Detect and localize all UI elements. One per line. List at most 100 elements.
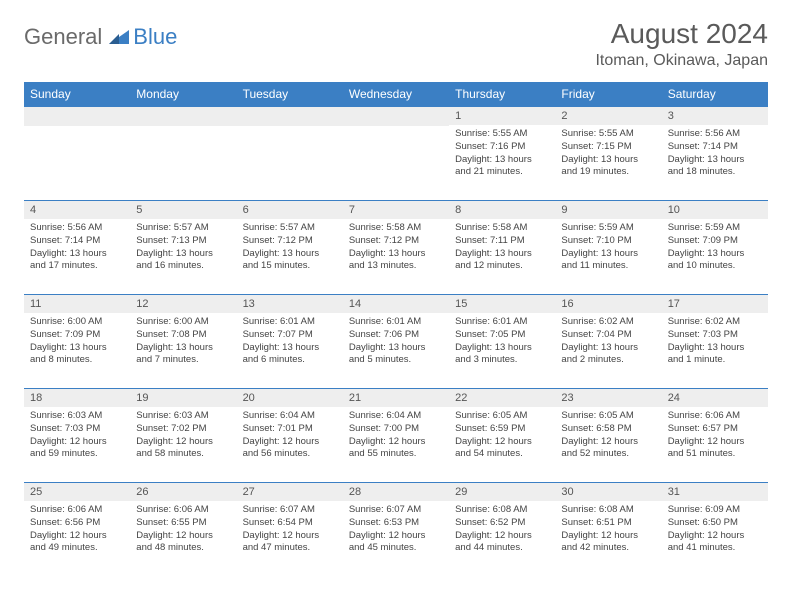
day-details: Sunrise: 5:57 AMSunset: 7:13 PMDaylight:…	[130, 219, 236, 277]
day-header-row: SundayMondayTuesdayWednesdayThursdayFrid…	[24, 82, 768, 107]
calendar-week-row: 18Sunrise: 6:03 AMSunset: 7:03 PMDayligh…	[24, 389, 768, 483]
day-number: 26	[130, 483, 236, 501]
day-details: Sunrise: 6:06 AMSunset: 6:56 PMDaylight:…	[24, 501, 130, 559]
calendar-day-cell: 17Sunrise: 6:02 AMSunset: 7:03 PMDayligh…	[662, 295, 768, 389]
day-number: 20	[237, 389, 343, 407]
day-details: Sunrise: 6:07 AMSunset: 6:54 PMDaylight:…	[237, 501, 343, 559]
day-number: 16	[555, 295, 661, 313]
day-details: Sunrise: 5:58 AMSunset: 7:12 PMDaylight:…	[343, 219, 449, 277]
day-header: Thursday	[449, 82, 555, 107]
day-details: Sunrise: 6:08 AMSunset: 6:51 PMDaylight:…	[555, 501, 661, 559]
day-details: Sunrise: 6:09 AMSunset: 6:50 PMDaylight:…	[662, 501, 768, 559]
day-number: 12	[130, 295, 236, 313]
calendar-day-cell: 6Sunrise: 5:57 AMSunset: 7:12 PMDaylight…	[237, 201, 343, 295]
day-number: 9	[555, 201, 661, 219]
calendar-day-cell: 22Sunrise: 6:05 AMSunset: 6:59 PMDayligh…	[449, 389, 555, 483]
day-details: Sunrise: 5:58 AMSunset: 7:11 PMDaylight:…	[449, 219, 555, 277]
calendar-day-cell: 7Sunrise: 5:58 AMSunset: 7:12 PMDaylight…	[343, 201, 449, 295]
calendar-day-cell: 28Sunrise: 6:07 AMSunset: 6:53 PMDayligh…	[343, 483, 449, 577]
calendar-day-cell: 29Sunrise: 6:08 AMSunset: 6:52 PMDayligh…	[449, 483, 555, 577]
calendar-day-cell: 25Sunrise: 6:06 AMSunset: 6:56 PMDayligh…	[24, 483, 130, 577]
day-number: 17	[662, 295, 768, 313]
calendar-day-cell: 20Sunrise: 6:04 AMSunset: 7:01 PMDayligh…	[237, 389, 343, 483]
calendar-week-row: 4Sunrise: 5:56 AMSunset: 7:14 PMDaylight…	[24, 201, 768, 295]
day-header: Tuesday	[237, 82, 343, 107]
location-text: Itoman, Okinawa, Japan	[595, 52, 768, 70]
day-number: 24	[662, 389, 768, 407]
calendar-day-cell: 30Sunrise: 6:08 AMSunset: 6:51 PMDayligh…	[555, 483, 661, 577]
day-details: Sunrise: 6:04 AMSunset: 7:01 PMDaylight:…	[237, 407, 343, 465]
day-details: Sunrise: 6:05 AMSunset: 6:58 PMDaylight:…	[555, 407, 661, 465]
calendar-day-cell: 9Sunrise: 5:59 AMSunset: 7:10 PMDaylight…	[555, 201, 661, 295]
empty-day-header	[24, 107, 130, 126]
calendar-day-cell: 16Sunrise: 6:02 AMSunset: 7:04 PMDayligh…	[555, 295, 661, 389]
day-number: 29	[449, 483, 555, 501]
day-number: 31	[662, 483, 768, 501]
day-details: Sunrise: 6:06 AMSunset: 6:57 PMDaylight:…	[662, 407, 768, 465]
calendar-week-row: 11Sunrise: 6:00 AMSunset: 7:09 PMDayligh…	[24, 295, 768, 389]
day-details: Sunrise: 6:01 AMSunset: 7:05 PMDaylight:…	[449, 313, 555, 371]
day-number: 2	[555, 107, 661, 125]
calendar-day-cell: 21Sunrise: 6:04 AMSunset: 7:00 PMDayligh…	[343, 389, 449, 483]
day-number: 14	[343, 295, 449, 313]
calendar-day-cell: 10Sunrise: 5:59 AMSunset: 7:09 PMDayligh…	[662, 201, 768, 295]
calendar-day-cell: 19Sunrise: 6:03 AMSunset: 7:02 PMDayligh…	[130, 389, 236, 483]
calendar-day-cell: 2Sunrise: 5:55 AMSunset: 7:15 PMDaylight…	[555, 107, 661, 201]
day-number: 6	[237, 201, 343, 219]
day-number: 7	[343, 201, 449, 219]
calendar-empty-cell	[237, 107, 343, 201]
day-number: 19	[130, 389, 236, 407]
calendar-day-cell: 5Sunrise: 5:57 AMSunset: 7:13 PMDaylight…	[130, 201, 236, 295]
day-number: 18	[24, 389, 130, 407]
day-number: 8	[449, 201, 555, 219]
day-number: 27	[237, 483, 343, 501]
day-details: Sunrise: 5:55 AMSunset: 7:15 PMDaylight:…	[555, 125, 661, 183]
day-number: 10	[662, 201, 768, 219]
day-details: Sunrise: 6:03 AMSunset: 7:03 PMDaylight:…	[24, 407, 130, 465]
day-details: Sunrise: 6:08 AMSunset: 6:52 PMDaylight:…	[449, 501, 555, 559]
calendar-week-row: 25Sunrise: 6:06 AMSunset: 6:56 PMDayligh…	[24, 483, 768, 577]
logo-text-blue: Blue	[133, 24, 177, 50]
logo-sail-icon	[107, 28, 131, 46]
day-details: Sunrise: 5:57 AMSunset: 7:12 PMDaylight:…	[237, 219, 343, 277]
day-number: 3	[662, 107, 768, 125]
calendar-empty-cell	[130, 107, 236, 201]
calendar-day-cell: 13Sunrise: 6:01 AMSunset: 7:07 PMDayligh…	[237, 295, 343, 389]
calendar-day-cell: 24Sunrise: 6:06 AMSunset: 6:57 PMDayligh…	[662, 389, 768, 483]
day-details: Sunrise: 6:05 AMSunset: 6:59 PMDaylight:…	[449, 407, 555, 465]
day-details: Sunrise: 6:02 AMSunset: 7:03 PMDaylight:…	[662, 313, 768, 371]
day-details: Sunrise: 6:07 AMSunset: 6:53 PMDaylight:…	[343, 501, 449, 559]
day-details: Sunrise: 6:00 AMSunset: 7:08 PMDaylight:…	[130, 313, 236, 371]
calendar-day-cell: 15Sunrise: 6:01 AMSunset: 7:05 PMDayligh…	[449, 295, 555, 389]
day-details: Sunrise: 5:56 AMSunset: 7:14 PMDaylight:…	[662, 125, 768, 183]
month-title: August 2024	[595, 18, 768, 50]
calendar-table: SundayMondayTuesdayWednesdayThursdayFrid…	[24, 82, 768, 577]
calendar-day-cell: 8Sunrise: 5:58 AMSunset: 7:11 PMDaylight…	[449, 201, 555, 295]
day-details: Sunrise: 6:00 AMSunset: 7:09 PMDaylight:…	[24, 313, 130, 371]
day-header: Friday	[555, 82, 661, 107]
day-details: Sunrise: 6:01 AMSunset: 7:07 PMDaylight:…	[237, 313, 343, 371]
calendar-day-cell: 11Sunrise: 6:00 AMSunset: 7:09 PMDayligh…	[24, 295, 130, 389]
calendar-empty-cell	[343, 107, 449, 201]
day-details: Sunrise: 6:02 AMSunset: 7:04 PMDaylight:…	[555, 313, 661, 371]
day-header: Monday	[130, 82, 236, 107]
day-header: Saturday	[662, 82, 768, 107]
day-number: 1	[449, 107, 555, 125]
day-number: 21	[343, 389, 449, 407]
day-header: Sunday	[24, 82, 130, 107]
day-details: Sunrise: 6:04 AMSunset: 7:00 PMDaylight:…	[343, 407, 449, 465]
day-number: 22	[449, 389, 555, 407]
calendar-day-cell: 14Sunrise: 6:01 AMSunset: 7:06 PMDayligh…	[343, 295, 449, 389]
logo-text-general: General	[24, 24, 102, 50]
day-number: 5	[130, 201, 236, 219]
day-details: Sunrise: 6:03 AMSunset: 7:02 PMDaylight:…	[130, 407, 236, 465]
title-block: August 2024 Itoman, Okinawa, Japan	[595, 18, 768, 70]
day-header: Wednesday	[343, 82, 449, 107]
empty-day-header	[343, 107, 449, 126]
empty-day-header	[237, 107, 343, 126]
day-details: Sunrise: 6:01 AMSunset: 7:06 PMDaylight:…	[343, 313, 449, 371]
calendar-day-cell: 1Sunrise: 5:55 AMSunset: 7:16 PMDaylight…	[449, 107, 555, 201]
day-number: 4	[24, 201, 130, 219]
day-number: 30	[555, 483, 661, 501]
day-details: Sunrise: 5:59 AMSunset: 7:10 PMDaylight:…	[555, 219, 661, 277]
